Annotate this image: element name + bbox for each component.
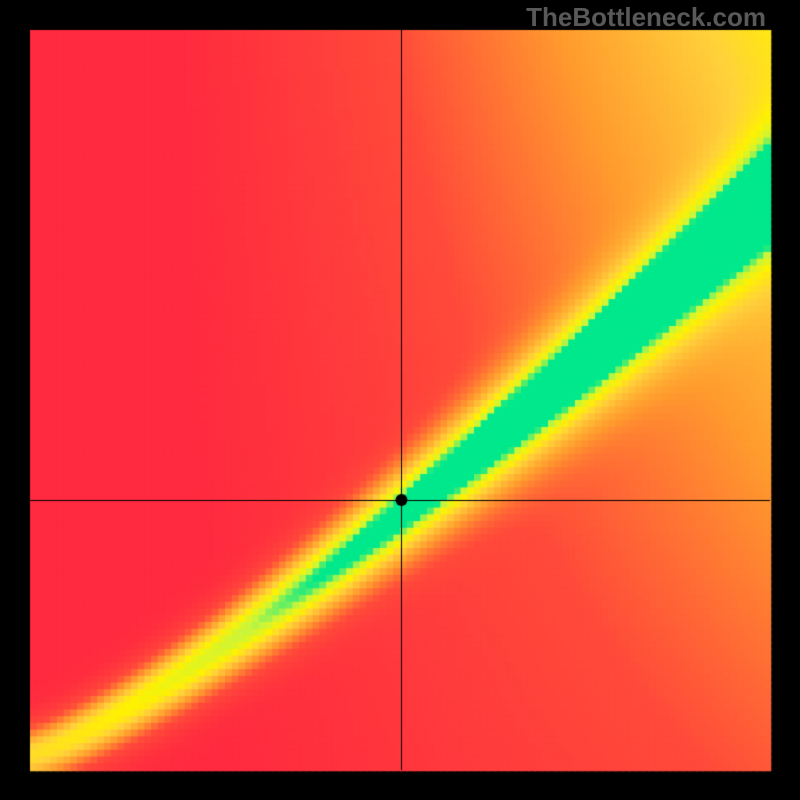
- chart-container: TheBottleneck.com: [0, 0, 800, 800]
- watermark-label: TheBottleneck.com: [526, 2, 766, 33]
- bottleneck-heatmap: [0, 0, 800, 800]
